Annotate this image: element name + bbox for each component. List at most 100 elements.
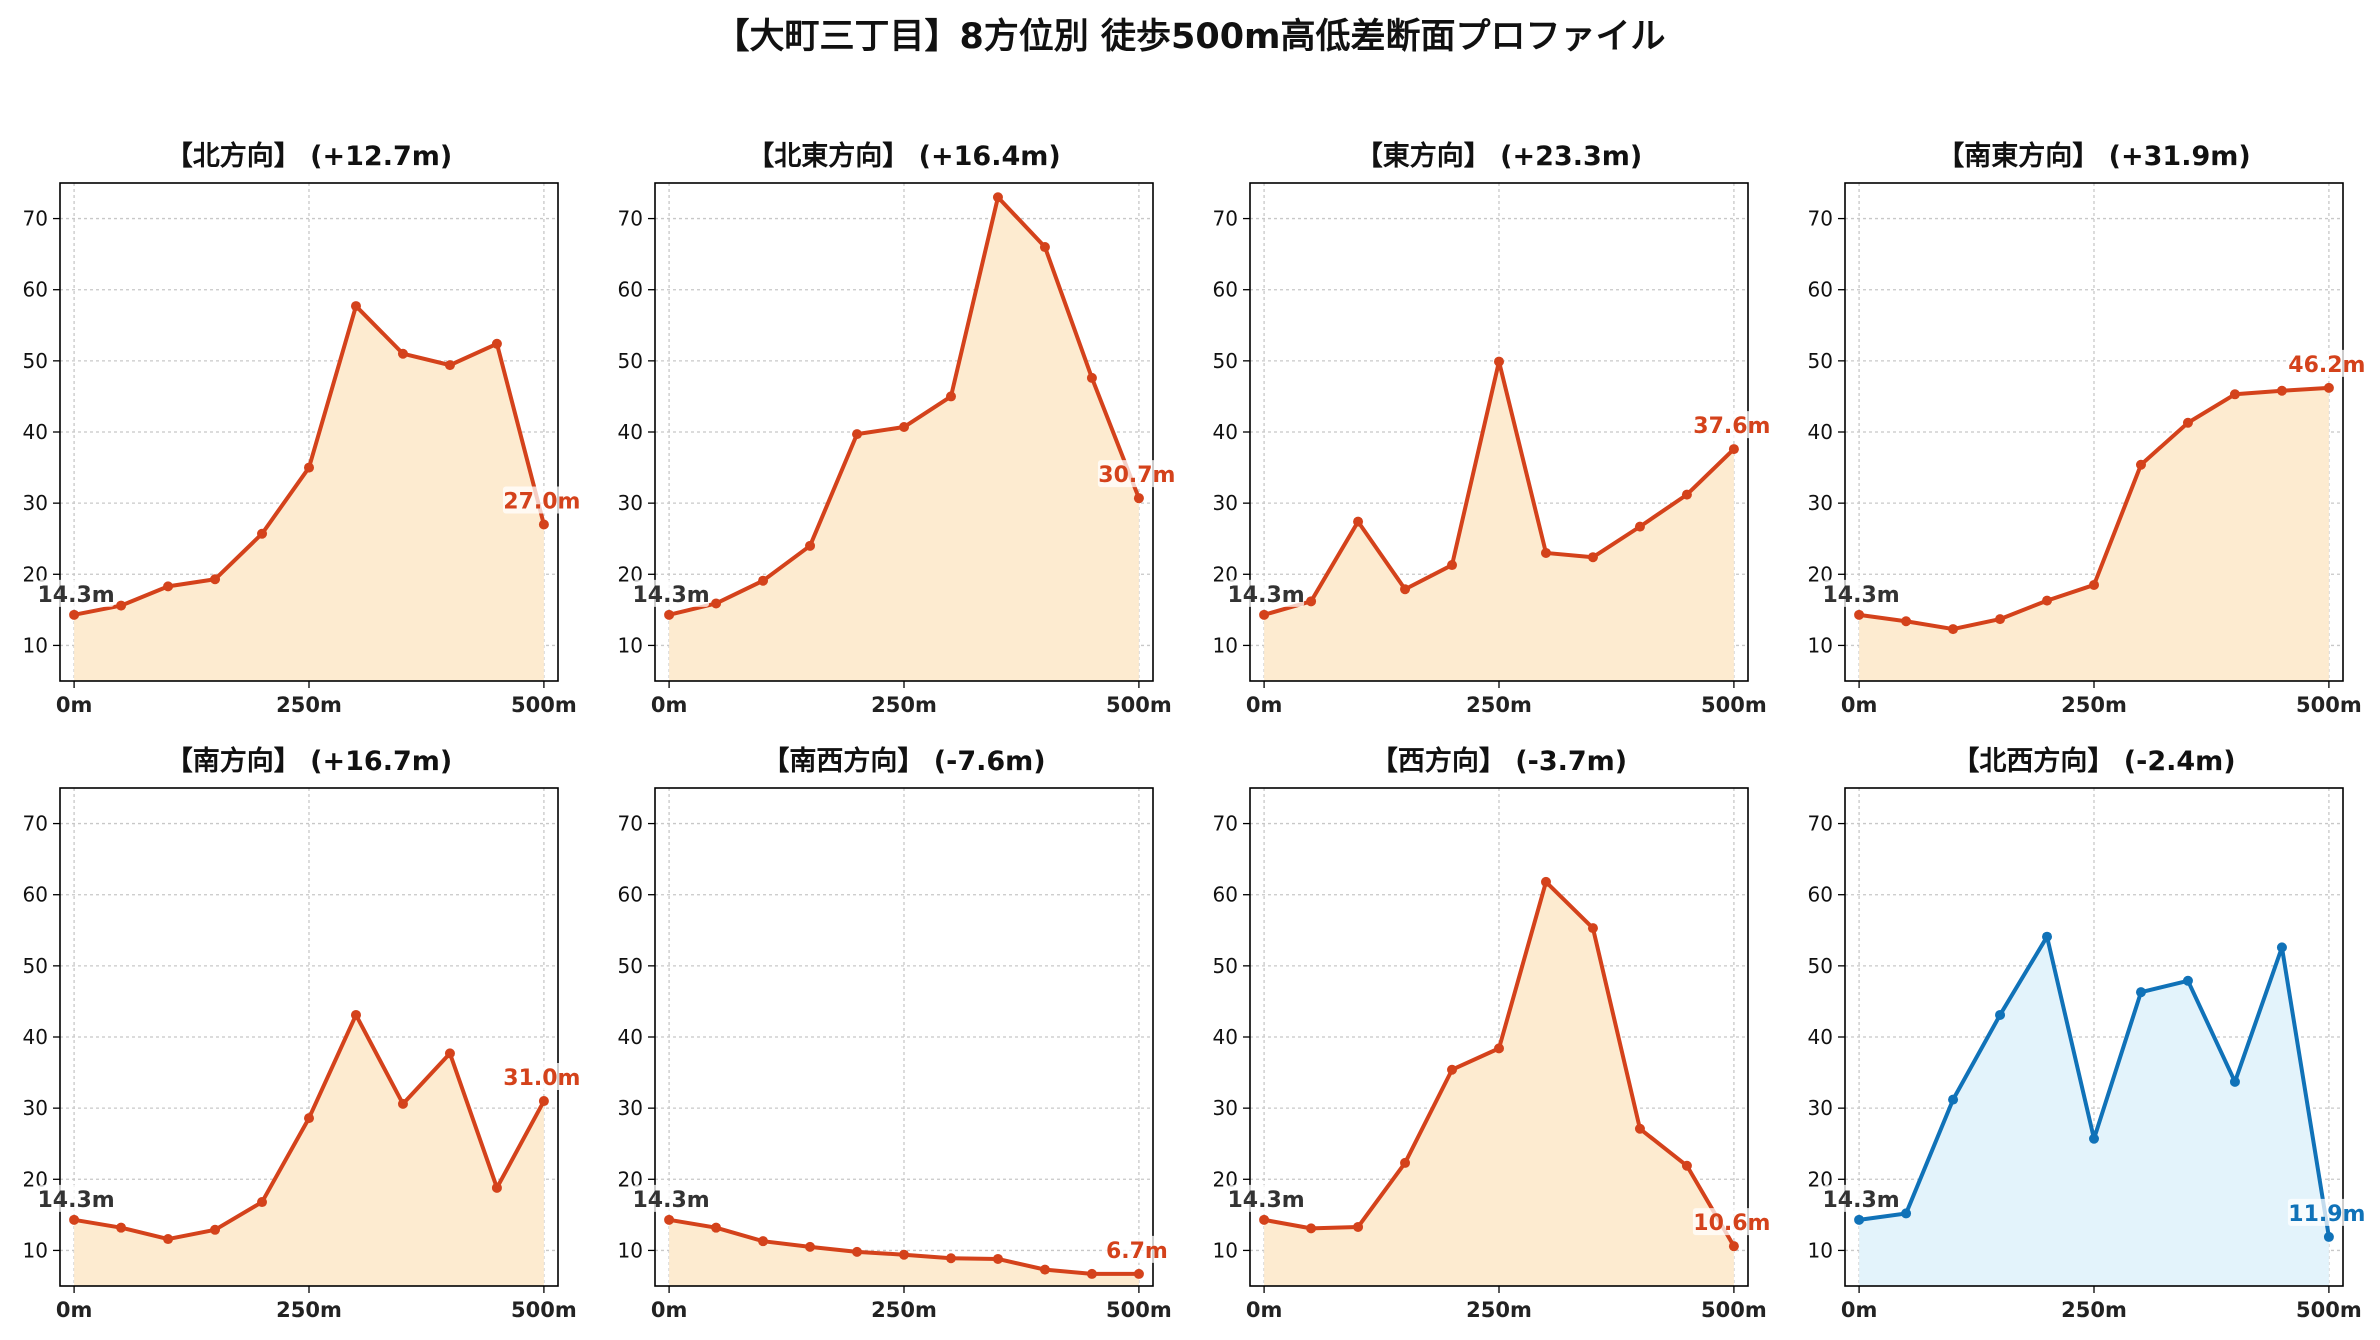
start-label-bg [633, 1184, 710, 1212]
y-tick-label: 40 [1213, 420, 1238, 444]
area-fill [1264, 881, 1734, 1286]
data-point [899, 1249, 909, 1260]
end-label-bg [1097, 460, 1176, 488]
start-label: 14.3m [1227, 1188, 1304, 1213]
y-tick-label: 60 [618, 883, 643, 907]
data-point [1948, 624, 1959, 635]
data-point [69, 609, 80, 620]
chart-title: 【南東方向】 (+31.9m) [1937, 140, 2250, 172]
data-point [1447, 1064, 1458, 1075]
end-label-bg [2287, 1198, 2366, 1226]
start-label: 14.3m [632, 1188, 709, 1213]
x-tick-label: 250m [1466, 693, 1532, 717]
y-tick-label: 30 [618, 491, 643, 515]
y-tick-label: 60 [1808, 883, 1833, 907]
x-tick-label: 250m [276, 1298, 342, 1322]
data-point [2042, 931, 2053, 942]
start-label: 14.3m [632, 583, 709, 608]
end-label-bg [1104, 1235, 1169, 1263]
x-tick-label: 0m [1246, 1298, 1283, 1322]
data-point [1400, 584, 1411, 595]
data-point [257, 1197, 268, 1208]
data-point [2229, 389, 2240, 400]
data-point [163, 1234, 174, 1245]
data-point [1995, 614, 2006, 625]
y-tick-label: 70 [1213, 812, 1238, 836]
y-tick-label: 70 [618, 207, 643, 231]
x-tick-label: 250m [2061, 1298, 2127, 1322]
y-tick-label: 10 [1213, 1238, 1238, 1262]
data-point [1494, 356, 1504, 367]
x-tick-label: 500m [1106, 693, 1172, 717]
start-label: 14.3m [37, 1188, 114, 1213]
y-tick-label: 60 [1808, 278, 1833, 302]
y-tick-label: 40 [618, 1025, 643, 1049]
data-point [1133, 1268, 1144, 1279]
x-tick-label: 250m [871, 1298, 937, 1322]
y-tick-label: 50 [23, 954, 48, 978]
data-point [2229, 1076, 2240, 1087]
data-point [1259, 1214, 1270, 1225]
area-fill [1859, 387, 2329, 681]
data-point [1681, 1160, 1692, 1171]
x-tick-label: 250m [1466, 1298, 1532, 1322]
data-point [1728, 1241, 1739, 1252]
data-point [116, 600, 127, 611]
end-label: 11.9m [2288, 1202, 2365, 1227]
data-point [1540, 876, 1551, 887]
x-tick-label: 0m [56, 693, 93, 717]
end-label: 37.6m [1693, 414, 1770, 439]
y-tick-label: 70 [1808, 207, 1833, 231]
data-point [2323, 382, 2334, 393]
y-tick-label: 10 [23, 633, 48, 657]
x-tick-label: 0m [1841, 693, 1878, 717]
data-point [2135, 987, 2146, 998]
data-point [1086, 372, 1097, 383]
y-tick-label: 10 [1808, 633, 1833, 657]
y-tick-label: 30 [1213, 491, 1238, 515]
y-tick-label: 60 [23, 278, 48, 302]
data-point [1494, 1043, 1504, 1054]
data-point [2276, 942, 2287, 953]
start-label: 14.3m [1822, 1188, 1899, 1213]
data-point [1681, 489, 1692, 500]
data-point [711, 1222, 722, 1233]
x-tick-label: 500m [1701, 1298, 1767, 1322]
end-label-bg [2287, 349, 2366, 377]
data-point [992, 1253, 1003, 1264]
data-point [711, 598, 722, 609]
data-point [538, 519, 549, 530]
data-point [1728, 444, 1739, 455]
data-point [444, 1048, 455, 1059]
end-label: 10.6m [1693, 1211, 1770, 1236]
x-tick-label: 0m [56, 1298, 93, 1322]
start-label-bg [1823, 1184, 1900, 1212]
start-label-bg [38, 1184, 115, 1212]
data-point [2276, 385, 2287, 396]
end-label: 46.2m [2288, 353, 2365, 378]
end-label: 27.0m [503, 489, 580, 514]
data-point [1447, 560, 1458, 571]
y-tick-label: 40 [1808, 420, 1833, 444]
data-point [1854, 609, 1865, 620]
end-label: 30.7m [1098, 463, 1175, 488]
data-point [2135, 459, 2146, 470]
start-label: 14.3m [1227, 583, 1304, 608]
y-tick-label: 50 [1808, 954, 1833, 978]
data-point [992, 192, 1003, 203]
figure-title: 【大町三丁目】8方位別 徒歩500m高低差断面プロファイル [714, 17, 1666, 57]
data-point [1540, 547, 1551, 558]
end-label-bg [1692, 1208, 1771, 1236]
data-point [899, 422, 909, 433]
x-tick-label: 500m [511, 1298, 577, 1322]
data-point [2089, 1133, 2099, 1144]
y-tick-label: 60 [1213, 883, 1238, 907]
y-tick-label: 10 [1213, 633, 1238, 657]
data-point [805, 1241, 816, 1252]
data-point [1634, 1123, 1645, 1134]
data-point [2323, 1231, 2334, 1242]
